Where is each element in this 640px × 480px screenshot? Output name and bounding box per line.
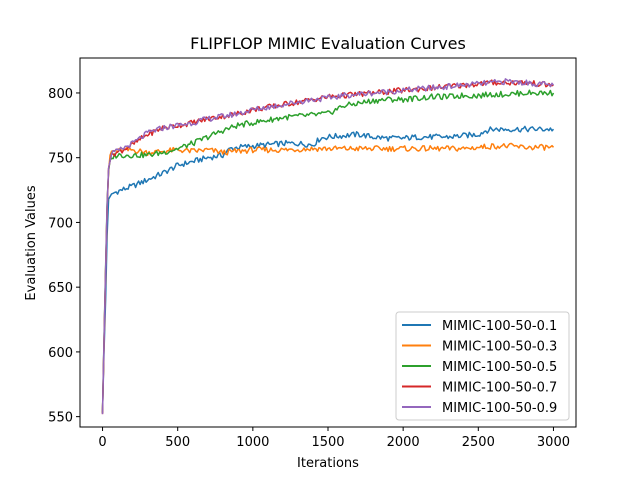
- y-axis-label: Evaluation Values: [24, 185, 39, 300]
- x-tick-label: 500: [165, 435, 190, 450]
- legend-label-2: MIMIC-100-50-0.3: [442, 340, 557, 355]
- legend: MIMIC-100-50-0.1 MIMIC-100-50-0.3 MIMIC-10…: [395, 311, 570, 421]
- y-tick-label: 650: [48, 281, 73, 296]
- legend-box: [395, 311, 570, 421]
- y-tick-label: 600: [48, 346, 73, 361]
- legend-label-4: MIMIC-100-50-0.7: [442, 381, 557, 396]
- x-tick-label: 2500: [462, 435, 495, 450]
- x-tick-label: 2000: [387, 435, 420, 450]
- plot-area: [101, 78, 555, 415]
- x-axis-label: Iterations: [297, 456, 359, 471]
- y-tick-label: 750: [48, 152, 73, 167]
- series-line-1: [101, 125, 555, 413]
- y-tick-label: 550: [48, 411, 73, 426]
- y-tick-label: 800: [48, 87, 73, 102]
- x-tick-label: 3000: [537, 435, 570, 450]
- x-tick-label: 1500: [311, 435, 344, 450]
- x-tick-label: 1000: [236, 435, 269, 450]
- series-line-5: [101, 78, 555, 415]
- x-axis: 0 500 1000 1500 2000 2500 3000: [98, 427, 570, 450]
- legend-label-3: MIMIC-100-50-0.5: [442, 360, 557, 375]
- legend-label-1: MIMIC-100-50-0.1: [442, 319, 557, 334]
- series-line-3: [101, 89, 555, 413]
- legend-label-5: MIMIC-100-50-0.9: [442, 401, 557, 416]
- chart-title: FLIPFLOP MIMIC Evaluation Curves: [190, 34, 466, 53]
- y-tick-label: 700: [48, 216, 73, 231]
- series-layer: [101, 78, 555, 415]
- y-axis: 550 600 650 700 750 800: [48, 87, 80, 426]
- x-tick-label: 0: [98, 435, 106, 450]
